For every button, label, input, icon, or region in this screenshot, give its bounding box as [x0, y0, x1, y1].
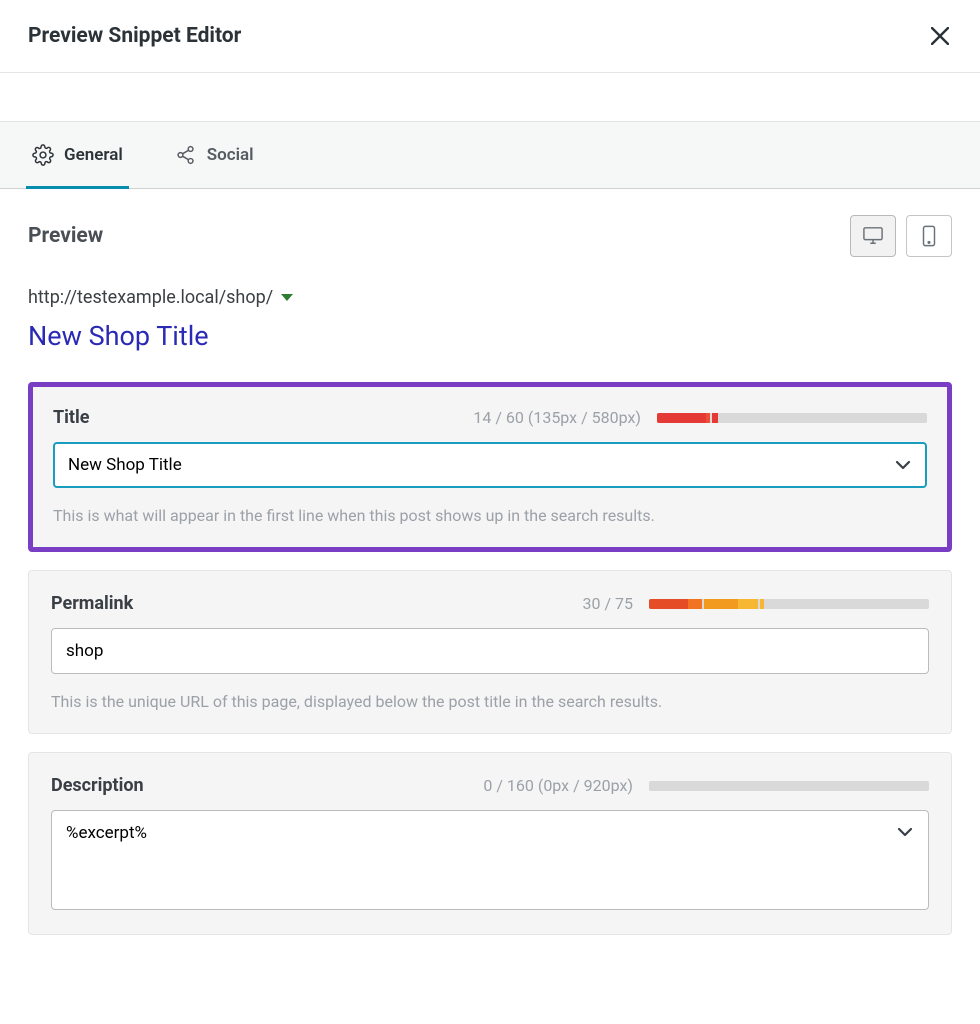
permalink-input[interactable]	[51, 628, 929, 674]
title-stats: 14 / 60 (135px / 580px)	[473, 408, 927, 427]
spacer	[0, 73, 980, 121]
permalink-progress	[649, 599, 929, 609]
title-stats-text: 14 / 60 (135px / 580px)	[473, 408, 641, 427]
permalink-input-shell	[51, 628, 929, 674]
modal-header: Preview Snippet Editor	[0, 0, 980, 73]
title-progress	[657, 413, 927, 423]
close-button[interactable]	[928, 24, 952, 48]
preview-header: Preview	[28, 215, 952, 257]
title-input[interactable]	[53, 442, 927, 488]
modal-title: Preview Snippet Editor	[28, 24, 241, 48]
tab-social[interactable]: Social	[169, 122, 260, 189]
gear-icon	[32, 144, 54, 166]
permalink-help: This is the unique URL of this page, dis…	[51, 690, 929, 713]
mobile-icon	[921, 225, 937, 247]
title-label: Title	[53, 407, 90, 428]
close-icon	[931, 27, 949, 45]
description-input[interactable]	[51, 810, 929, 910]
tab-general[interactable]: General	[26, 122, 129, 189]
share-icon	[175, 144, 197, 166]
tab-social-label: Social	[207, 145, 254, 165]
desktop-icon	[862, 226, 884, 246]
permalink-label: Permalink	[51, 593, 133, 614]
content-area: Preview http://testexample.local/shop/ N…	[0, 189, 980, 935]
title-card-head: Title 14 / 60 (135px / 580px)	[53, 407, 927, 428]
permalink-card: Permalink 30 / 75 This is the unique URL…	[28, 570, 952, 734]
snippet-url[interactable]: http://testexample.local/shop/	[28, 287, 952, 308]
snippet-title[interactable]: New Shop Title	[28, 320, 952, 352]
description-card: Description 0 / 160 (0px / 920px)	[28, 752, 952, 935]
title-card: Title 14 / 60 (135px / 580px) This is wh…	[28, 382, 952, 552]
permalink-card-head: Permalink 30 / 75	[51, 593, 929, 614]
tabs: General Social	[0, 121, 980, 189]
description-label: Description	[51, 775, 144, 796]
title-help: This is what will appear in the first li…	[53, 504, 927, 527]
tab-general-label: General	[64, 145, 123, 165]
desktop-view-button[interactable]	[850, 215, 896, 257]
view-toggle	[850, 215, 952, 257]
mobile-view-button[interactable]	[906, 215, 952, 257]
title-input-shell	[53, 442, 927, 488]
description-stats-text: 0 / 160 (0px / 920px)	[483, 776, 633, 795]
description-stats: 0 / 160 (0px / 920px)	[483, 776, 929, 795]
description-input-shell	[51, 810, 929, 914]
caret-down-icon	[281, 294, 293, 301]
description-progress	[649, 781, 929, 791]
permalink-stats-text: 30 / 75	[582, 594, 633, 613]
snippet-url-text: http://testexample.local/shop/	[28, 287, 273, 308]
preview-heading: Preview	[28, 224, 103, 248]
permalink-stats: 30 / 75	[582, 594, 929, 613]
description-card-head: Description 0 / 160 (0px / 920px)	[51, 775, 929, 796]
